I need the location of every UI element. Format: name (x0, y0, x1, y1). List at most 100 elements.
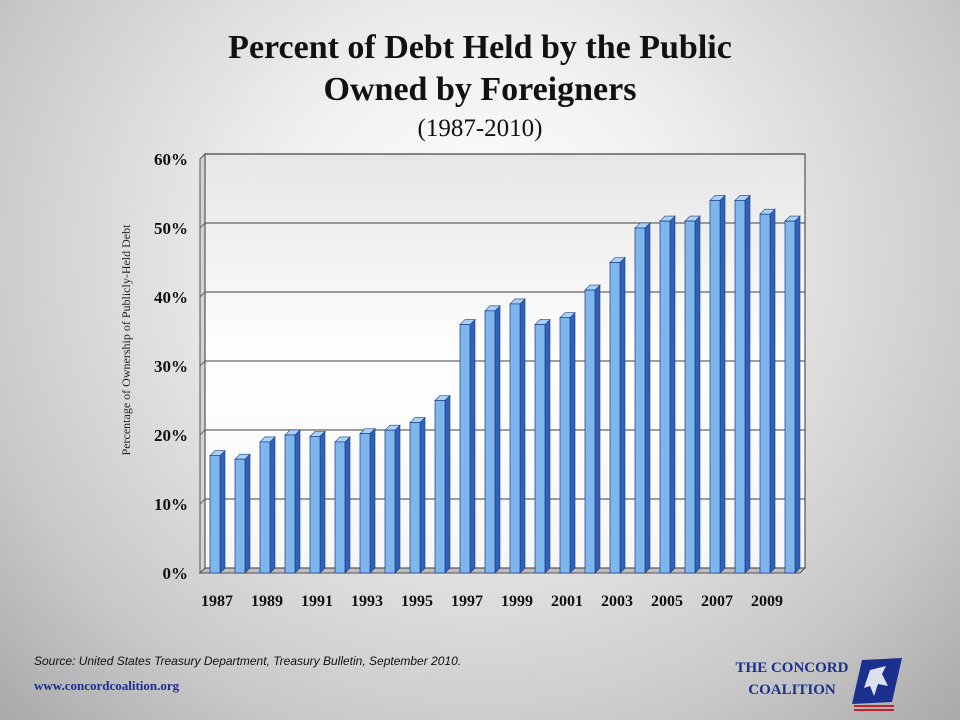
bar-front (359, 433, 371, 574)
bar-front (384, 429, 396, 574)
bar (359, 427, 376, 574)
bar-front (509, 303, 521, 574)
x-tick-label: 1991 (301, 593, 333, 610)
bar (759, 208, 776, 574)
bar-side (769, 208, 776, 574)
bar-front (559, 317, 571, 574)
bar (284, 429, 301, 574)
bar (459, 318, 476, 574)
bar-front (234, 458, 246, 574)
x-tick-label: 1999 (501, 593, 533, 610)
bar-side (594, 284, 601, 574)
y-tick-label: 20% (154, 426, 188, 445)
gridline-depth (199, 498, 206, 505)
bar-side (719, 194, 726, 574)
logo-text-line2: COALITION (748, 682, 836, 698)
minuteman-flag-icon (852, 658, 902, 711)
bar-side (744, 194, 751, 574)
x-tick-label: 1987 (201, 593, 233, 610)
bar-side (494, 305, 501, 574)
x-tick-label: 2001 (551, 593, 583, 610)
y-tick-label: 60% (154, 150, 188, 169)
bar-side (794, 215, 801, 574)
bar-front (334, 441, 346, 574)
bar-side (444, 394, 451, 574)
plot-border (204, 153, 806, 569)
bar-front (209, 455, 221, 574)
bar-side (344, 436, 351, 574)
bar (259, 436, 276, 574)
bar-front (659, 220, 671, 574)
bar-front (534, 324, 546, 574)
bar (534, 318, 551, 574)
y-tick-label: 10% (154, 495, 188, 514)
bar-front (684, 220, 696, 574)
bar (309, 430, 326, 574)
bar-front (784, 220, 796, 574)
bar (234, 453, 251, 574)
bar-front (584, 289, 596, 574)
bar (484, 305, 501, 574)
bar-front (759, 213, 771, 574)
bar-front (634, 227, 646, 574)
bar-front (284, 434, 296, 574)
bar-side (619, 256, 626, 574)
bar-front (309, 436, 321, 574)
chart-subtitle: (1987-2010) (417, 115, 543, 142)
x-tick-label: 2009 (751, 593, 783, 610)
chart-title-line1: Percent of Debt Held by the Public (228, 29, 732, 66)
bar (709, 194, 726, 574)
source-note: Source: United States Treasury Departmen… (34, 654, 462, 668)
bar (409, 416, 426, 574)
bar (384, 424, 401, 574)
gridline-depth (199, 222, 206, 229)
bar-front (459, 324, 471, 574)
bar-side (544, 318, 551, 574)
concord-coalition-logo: THE CONCORD COALITION (728, 656, 908, 712)
bar (559, 311, 576, 574)
bar (609, 256, 626, 574)
y-tick-label: 40% (154, 288, 188, 307)
bar-front (259, 441, 271, 574)
logo-text-line1: THE CONCORD (735, 660, 849, 676)
bar-side (469, 318, 476, 574)
bar-side (419, 416, 426, 574)
bar-side (269, 436, 276, 574)
website-link[interactable]: www.concordcoalition.org (34, 678, 180, 693)
bar-side (694, 215, 701, 574)
bar-front (734, 200, 746, 574)
x-tick-label: 2007 (701, 593, 733, 610)
bar (584, 284, 601, 574)
bar (734, 194, 751, 574)
gridline-depth (199, 360, 206, 367)
bar-side (244, 453, 251, 574)
y-tick-label: 50% (154, 219, 188, 238)
bar (209, 449, 226, 574)
bar-front (409, 422, 421, 574)
bar-side (519, 298, 526, 574)
x-tick-label: 1993 (351, 593, 383, 610)
bar (784, 215, 801, 574)
y-axis-label: Percentage of Ownership of Publicly-Held… (119, 224, 133, 456)
y-tick-label: 0% (163, 564, 189, 583)
bar-front (709, 200, 721, 574)
bar (334, 436, 351, 574)
x-tick-label: 1989 (251, 593, 283, 610)
bar (684, 215, 701, 574)
x-tick-label: 1997 (451, 593, 483, 610)
bar-side (644, 222, 651, 574)
bar-side (294, 429, 301, 574)
x-tick-label: 2003 (601, 593, 633, 610)
bar-side (669, 215, 676, 574)
gridline-depth (199, 291, 206, 298)
x-tick-label: 2005 (651, 593, 683, 610)
bar (434, 394, 451, 574)
chart-title-line2: Owned by Foreigners (323, 71, 637, 108)
gridline-depth (199, 429, 206, 436)
bar-front (434, 400, 446, 574)
bar (659, 215, 676, 574)
x-tick-label: 1995 (401, 593, 433, 610)
bar-side (319, 430, 326, 574)
bar-side (369, 427, 376, 574)
